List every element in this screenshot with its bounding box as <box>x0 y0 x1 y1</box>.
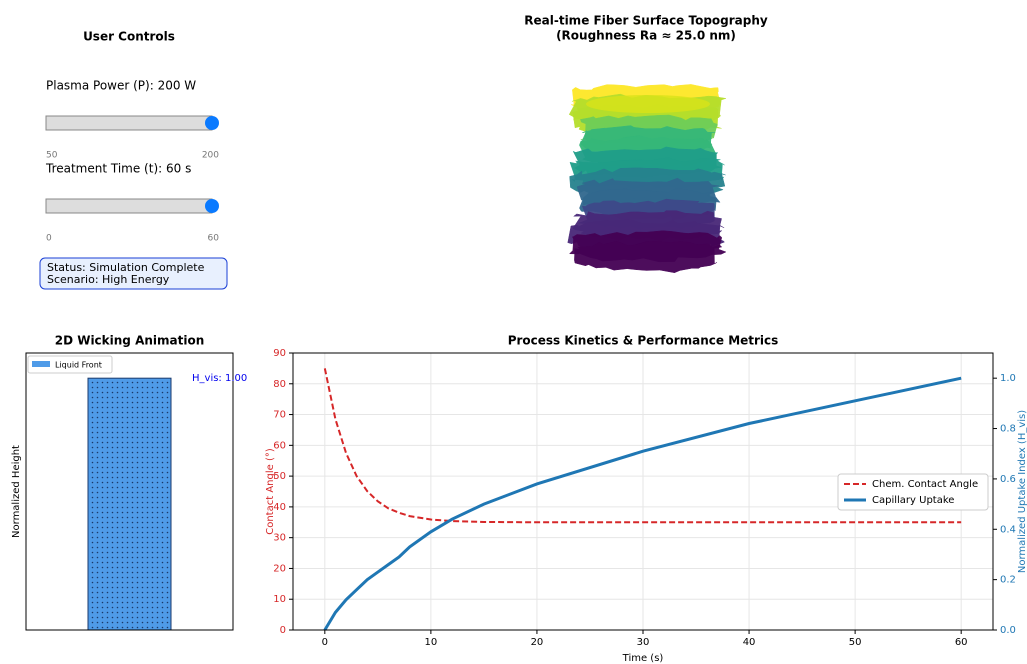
x-tick-label: 10 <box>425 637 438 648</box>
legend-box <box>27 355 113 374</box>
y-tick-label: 50 <box>273 471 286 482</box>
slider-label: Treatment Time (t): 60 s <box>45 162 191 176</box>
x-tick-label: 30 <box>637 637 650 648</box>
y-tick-label: 10 <box>273 594 286 605</box>
y2-tick-label: 0.2 <box>1000 575 1016 586</box>
x-tick-label: 50 <box>849 637 862 648</box>
y-tick-label: 20 <box>273 563 286 574</box>
surface-plot <box>567 84 727 273</box>
y2-tick-label: 0.4 <box>1000 524 1016 535</box>
y-tick-label: 80 <box>273 379 286 390</box>
status-line: Scenario: High Energy <box>47 273 170 286</box>
slider-track <box>45 198 213 214</box>
plot-frame <box>25 352 234 631</box>
series-line <box>323 368 962 524</box>
y2-tick-label: 0.6 <box>1000 474 1016 485</box>
legend-swatch <box>32 361 50 367</box>
y-tick-label: 60 <box>273 440 286 451</box>
legend-label: Chem. Contact Angle <box>872 479 978 490</box>
y-tick-label: 90 <box>273 348 286 359</box>
slider-track <box>45 115 213 131</box>
topography-subtitle: (Roughness Ra ≈ 25.0 nm) <box>556 29 736 43</box>
y-tick-label: 40 <box>273 502 286 513</box>
status-line: Status: Simulation Complete <box>47 261 205 274</box>
y-tick-label: 70 <box>273 410 286 421</box>
slider-handle[interactable] <box>205 116 219 130</box>
surface-band <box>574 240 723 273</box>
annotation: H_vis: 1.00 <box>192 373 247 384</box>
x-tick-label: 20 <box>531 637 544 648</box>
x-tick-label: 40 <box>743 637 756 648</box>
x-axis-label: Time (s) <box>622 653 664 664</box>
slider-max: 60 <box>208 234 220 244</box>
controls-title: User Controls <box>83 30 175 44</box>
y2-axis-label: Normalized Uptake Index (H_vis) <box>1017 410 1027 573</box>
x-tick-label: 60 <box>955 637 968 648</box>
topography-title: Real-time Fiber Surface Topography <box>524 14 768 28</box>
y2-tick-label: 0.8 <box>1000 424 1016 435</box>
y-axis-label: Contact Angle (°) <box>265 448 276 535</box>
series-line <box>323 376 962 631</box>
slider-max: 200 <box>202 151 219 161</box>
y-axis-label: Normalized Height <box>11 445 22 538</box>
y2-tick-label: 0.0 <box>1000 625 1016 636</box>
chart-title: 2D Wicking Animation <box>55 334 205 348</box>
legend-label: Capillary Uptake <box>872 495 954 506</box>
slider-min: 50 <box>46 151 58 161</box>
slider-min: 0 <box>46 234 52 244</box>
x-tick-label: 0 <box>322 637 328 648</box>
slider-handle[interactable] <box>205 199 219 213</box>
legend-box <box>837 473 989 511</box>
y2-tick-label: 1.0 <box>1000 373 1016 384</box>
bar <box>87 377 172 631</box>
surface-cap <box>586 95 710 113</box>
chart-title: Process Kinetics & Performance Metrics <box>508 334 779 348</box>
slider-label: Plasma Power (P): 200 W <box>46 79 196 93</box>
status-box <box>39 257 228 290</box>
y-tick-label: 0 <box>280 625 286 636</box>
legend-label: Liquid Front <box>55 361 102 370</box>
y-tick-label: 30 <box>273 533 286 544</box>
plot-frame <box>292 352 994 631</box>
